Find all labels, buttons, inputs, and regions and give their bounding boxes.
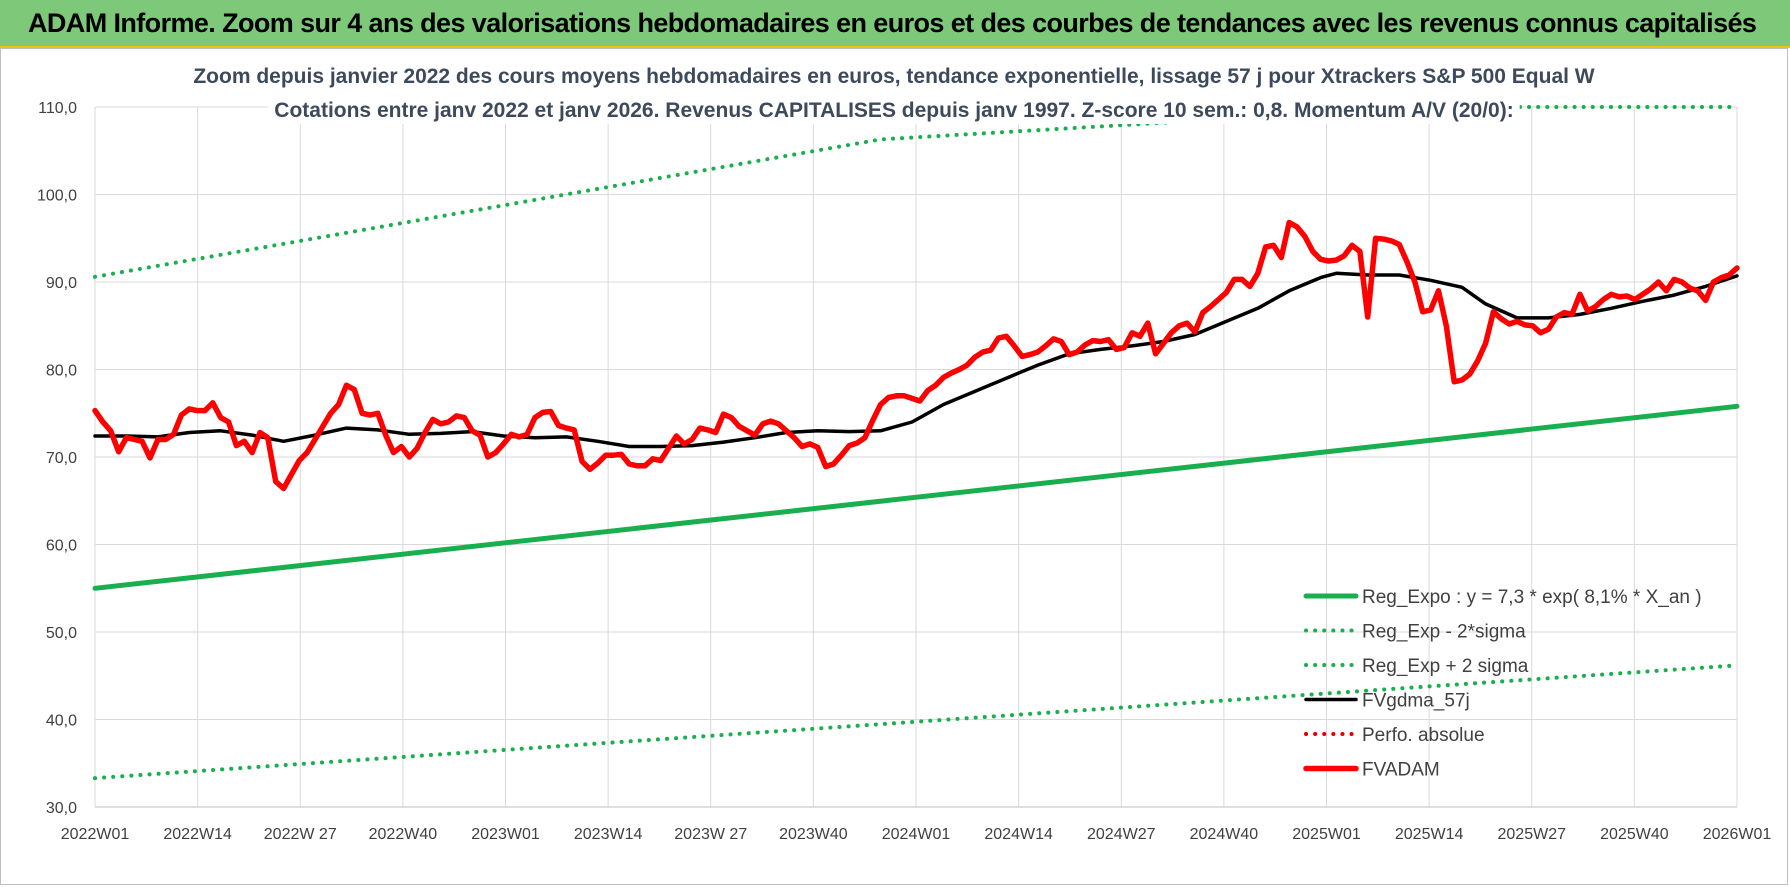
series-line [93,663,1739,781]
y-tick-label: 60,0 [46,538,77,555]
x-tick-label: 2024W40 [1190,826,1259,843]
x-tick-label: 2023W 27 [674,826,747,843]
subtitle-background [268,97,1520,124]
grid-lines [94,106,1738,808]
x-tick-label: 2024W27 [1087,826,1156,843]
legend-label: Perfo. absolue [1362,725,1485,746]
x-tick-label: 2024W14 [984,826,1053,843]
subtitle-line: Zoom depuis janvier 2022 des cours moyen… [193,65,1594,88]
chart-subtitle: Zoom depuis janvier 2022 des cours moyen… [187,63,1601,124]
x-tick-label: 2023W01 [471,826,540,843]
title-banner: ADAM Informe. Zoom sur 4 ans des valoris… [0,0,1790,48]
chart-frame: 30,0 40,0 50,0 60,0 70,0 80,0 90,0 100,0 110,0 20… [0,48,1788,885]
series-line [92,403,1740,591]
y-tick-label: 110,0 [38,100,77,117]
x-tick-label: 2023W14 [574,826,643,843]
legend-label: Reg_Exp - 2*sigma [1362,622,1526,643]
axes: 30,0 40,0 50,0 60,0 70,0 80,0 90,0 100,0 110,0 20… [37,100,1771,843]
x-tick-label: 2026W01 [1703,826,1772,843]
line-chart: 30,0 40,0 50,0 60,0 70,0 80,0 90,0 100,0 110,0 20… [37,63,1771,843]
series-line [93,271,1739,449]
y-tick-label: 70,0 [46,450,77,467]
page-title: ADAM Informe. Zoom sur 4 ans des valoris… [28,8,1757,38]
legend-label: FVgdma_57j [1362,691,1470,712]
x-tick-label: 2025W14 [1395,826,1464,843]
chart-legend: Reg_Expo : y = 7,3 * exp( 8,1% * X_an ) R… [1303,587,1702,781]
y-tick-label: 90,0 [46,275,77,292]
x-tick-label: 2025W40 [1600,826,1669,843]
x-tick-label: 2025W27 [1498,826,1567,843]
subtitle-line: Cotations entre janv 2022 et janv 2026. … [274,99,1513,122]
x-tick-label: 2022W40 [369,826,438,843]
y-tick-label: 80,0 [46,363,77,380]
legend-label: FVADAM [1362,760,1440,781]
x-tick-label: 2022W 27 [264,826,337,843]
x-tick-label: 2022W14 [163,826,232,843]
x-tick-label: 2024W01 [882,826,951,843]
legend-label: Reg_Exp + 2 sigma [1362,656,1529,677]
legend-label: Reg_Expo : y = 7,3 * exp( 8,1% * X_an ) [1362,587,1702,608]
y-tick-label: 50,0 [46,625,77,642]
x-tick-label: 2025W01 [1292,826,1361,843]
y-tick-label: 30,0 [46,800,77,817]
subtitle-background [187,63,1601,90]
x-tick-label: 2023W40 [779,826,848,843]
series-line [92,219,1740,492]
y-tick-label: 40,0 [46,713,77,730]
y-tick-label: 100,0 [37,188,77,205]
x-tick-label: 2022W01 [61,826,130,843]
